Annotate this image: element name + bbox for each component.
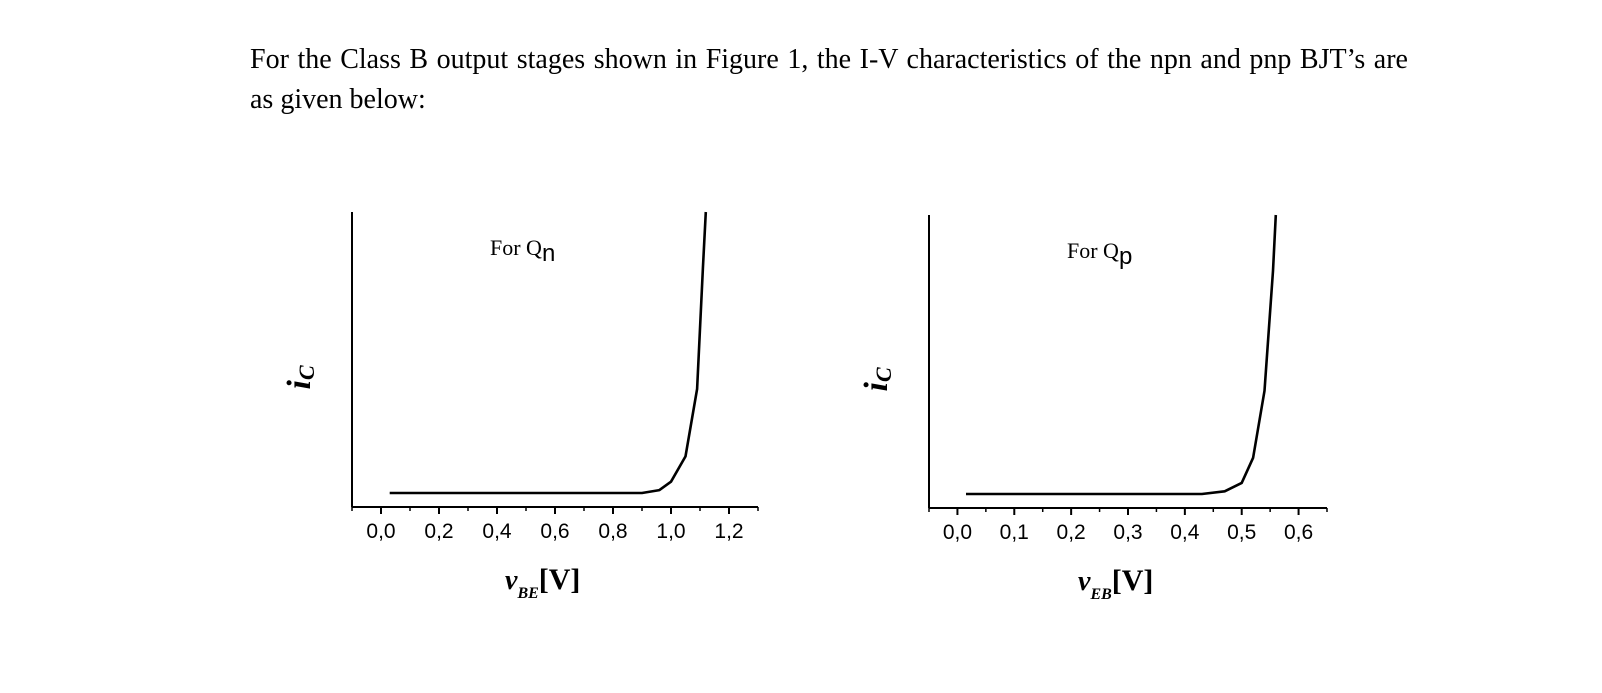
x-label-var: v [505,565,518,596]
y-axis-label: iC [858,367,896,391]
x-tick-label: 0,4 [482,520,512,543]
x-tick-label: 0,1 [1000,521,1029,544]
x-tick-label: 0,6 [1284,521,1313,544]
y-label-var: i [858,382,895,392]
annotation-sub: p [1119,243,1132,270]
x-axis-label: vBE[V] [505,563,580,602]
annotation-sub: n [542,240,555,267]
x-label-sub: EB [1089,586,1112,603]
x-tick-label: 0,2 [424,520,453,543]
annotation-main: For Q [1067,238,1119,263]
x-tick-label: 0,2 [1057,521,1086,544]
x-tick-label: 0,0 [366,520,395,543]
x-tick-label: 0,0 [943,521,972,544]
chart-annotation: For Qn [490,235,555,267]
y-axis-label: iC [281,365,319,389]
y-label-var: i [281,380,318,390]
x-tick-label: 0,5 [1227,521,1256,544]
chart-annotation: For Qp [1067,238,1132,270]
x-label-sub: BE [516,585,538,602]
x-axis-label: vEB[V] [1078,564,1153,603]
x-tick-label: 1,0 [656,520,685,543]
y-label-sub: C [871,367,896,382]
x-tick-label: 0,4 [1170,521,1200,544]
problem-paragraph: For the Class B output stages shown in F… [250,44,1408,115]
chart-panel-1: 0,0 0,2 0,4 0,6 0,8 1,0 1,2 For Qn vBE[V] iC [281,211,759,602]
x-label-unit: [V] [1112,564,1154,597]
x-label-unit: [V] [539,563,581,596]
ic-curve [966,214,1278,496]
x-tick-label: 0,8 [598,520,627,543]
x-tick-label: 0,3 [1113,521,1142,544]
y-label-sub: C [294,365,319,380]
ic-curve [389,211,708,495]
x-tick-label: 1,2 [714,520,743,543]
annotation-main: For Q [490,235,542,260]
x-tick-label: 0,6 [540,520,569,543]
x-label-var: v [1078,566,1091,597]
chart-panel-2: 0,0 0,1 0,2 0,3 0,4 0,5 0,6 For Qp vEB[V] iC [858,214,1328,603]
